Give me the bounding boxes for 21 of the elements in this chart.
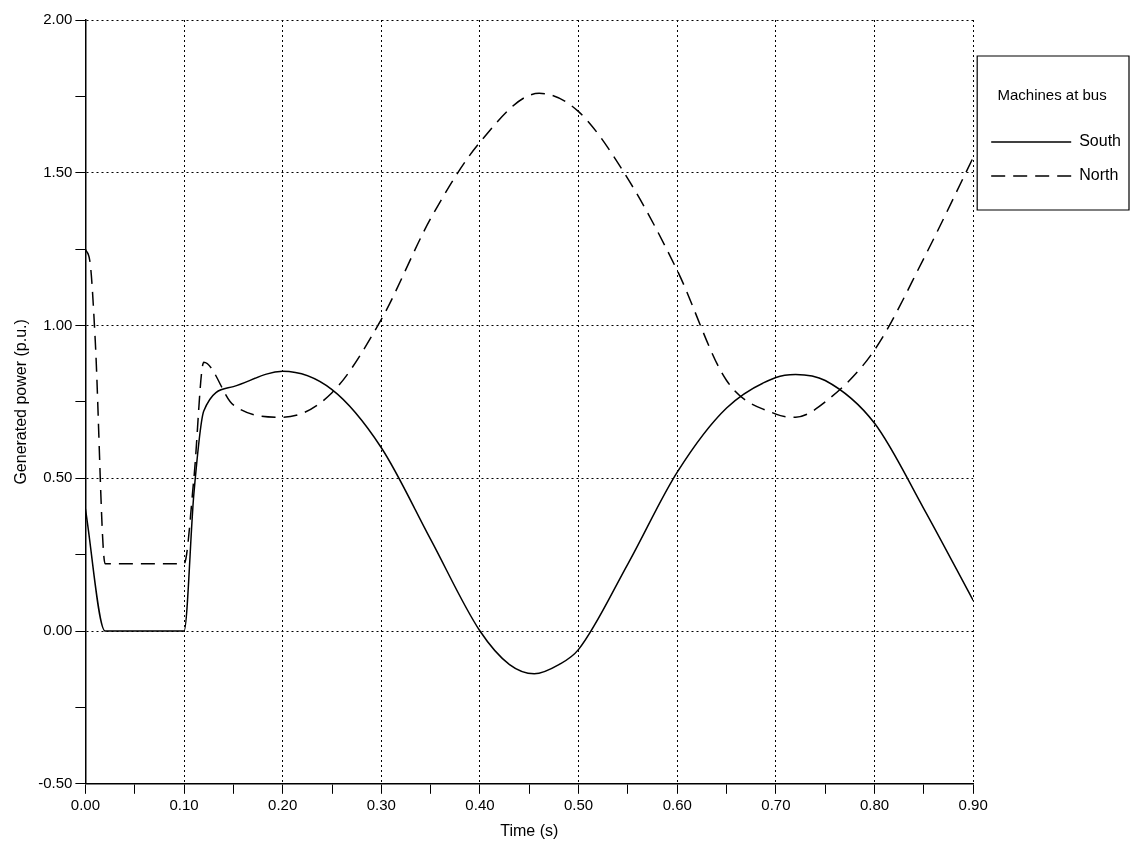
y-tick-label: -0.50 (38, 773, 73, 791)
x-tick-label: 0.80 (859, 795, 890, 813)
x-tick-label: 0.70 (761, 795, 791, 813)
y-axis-title: Generated power (p.u.) (12, 319, 30, 485)
legend-label: South (1079, 132, 1121, 150)
y-tick-label: 0.00 (43, 621, 73, 639)
x-tick-label: 0.20 (268, 795, 298, 813)
y-tick-label: 1.50 (43, 162, 73, 180)
y-tick-label: 1.00 (43, 315, 73, 333)
x-tick-label: 0.50 (564, 795, 594, 813)
legend-label: North (1079, 166, 1119, 184)
legend-title: Machines at bus (997, 85, 1107, 103)
x-tick-label: 0.30 (366, 795, 396, 813)
x-tick-label: 0.40 (465, 795, 495, 813)
x-tick-label: 0.90 (958, 795, 988, 813)
x-tick-label: 0.00 (70, 795, 100, 813)
x-tick-label: 0.60 (662, 795, 692, 813)
x-axis-title: Time (s) (500, 821, 559, 839)
y-tick-label: 2.00 (43, 10, 73, 28)
x-tick-label: 0.10 (169, 795, 199, 813)
y-tick-label: 0.50 (43, 468, 73, 486)
